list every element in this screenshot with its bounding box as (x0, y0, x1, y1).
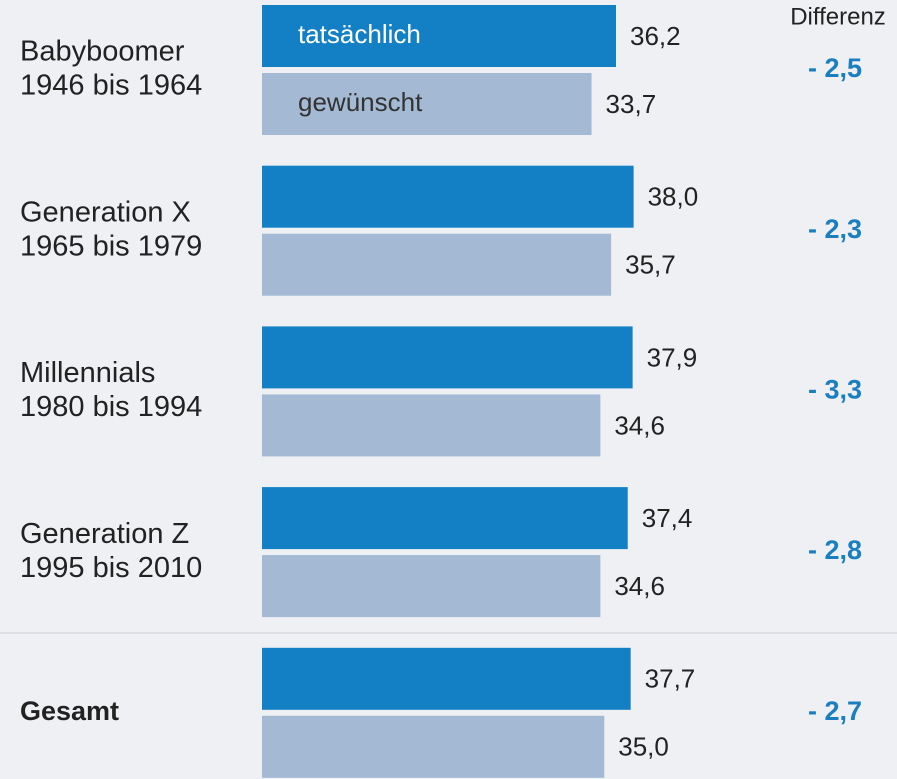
bar (262, 73, 592, 135)
category-label: Millennials (20, 357, 155, 389)
legend-label: tatsächlich (298, 19, 421, 49)
difference-label: - 2,5 (808, 53, 862, 83)
category-label: Gesamt (20, 696, 119, 726)
bar (262, 326, 633, 389)
value-label: 36,2 (630, 21, 681, 51)
difference-header: Differenz (790, 3, 886, 30)
bar (262, 715, 605, 778)
category-label: Generation Z (20, 518, 189, 550)
value-label: 37,9 (647, 342, 698, 372)
difference-label: - 2,8 (808, 535, 862, 565)
value-label: 37,7 (645, 664, 696, 694)
category-label: Generation X (20, 196, 191, 228)
value-label: 35,0 (618, 732, 669, 762)
difference-label: - 3,3 (808, 375, 862, 405)
category-sublabel: 1965 bis 1979 (20, 230, 202, 262)
value-label: 38,0 (648, 182, 699, 212)
difference-label: - 2,3 (808, 214, 862, 244)
difference-label: - 2,7 (808, 696, 862, 726)
bar (262, 394, 601, 457)
category-sublabel: 1946 bis 1964 (20, 70, 202, 102)
bar (262, 487, 628, 550)
value-label: 37,4 (642, 503, 693, 533)
bar (262, 555, 601, 618)
value-label: 34,6 (614, 571, 665, 601)
category-label: Babyboomer (20, 36, 185, 68)
value-label: 34,6 (614, 410, 665, 440)
value-label: 35,7 (625, 250, 676, 280)
category-sublabel: 1995 bis 2010 (20, 552, 202, 584)
bar (262, 165, 634, 228)
category-sublabel: 1980 bis 1994 (20, 391, 202, 423)
bar (262, 647, 631, 710)
bar (262, 5, 616, 67)
legend-label: gewünscht (298, 87, 423, 117)
value-label: 33,7 (606, 89, 657, 119)
bar (262, 233, 612, 296)
